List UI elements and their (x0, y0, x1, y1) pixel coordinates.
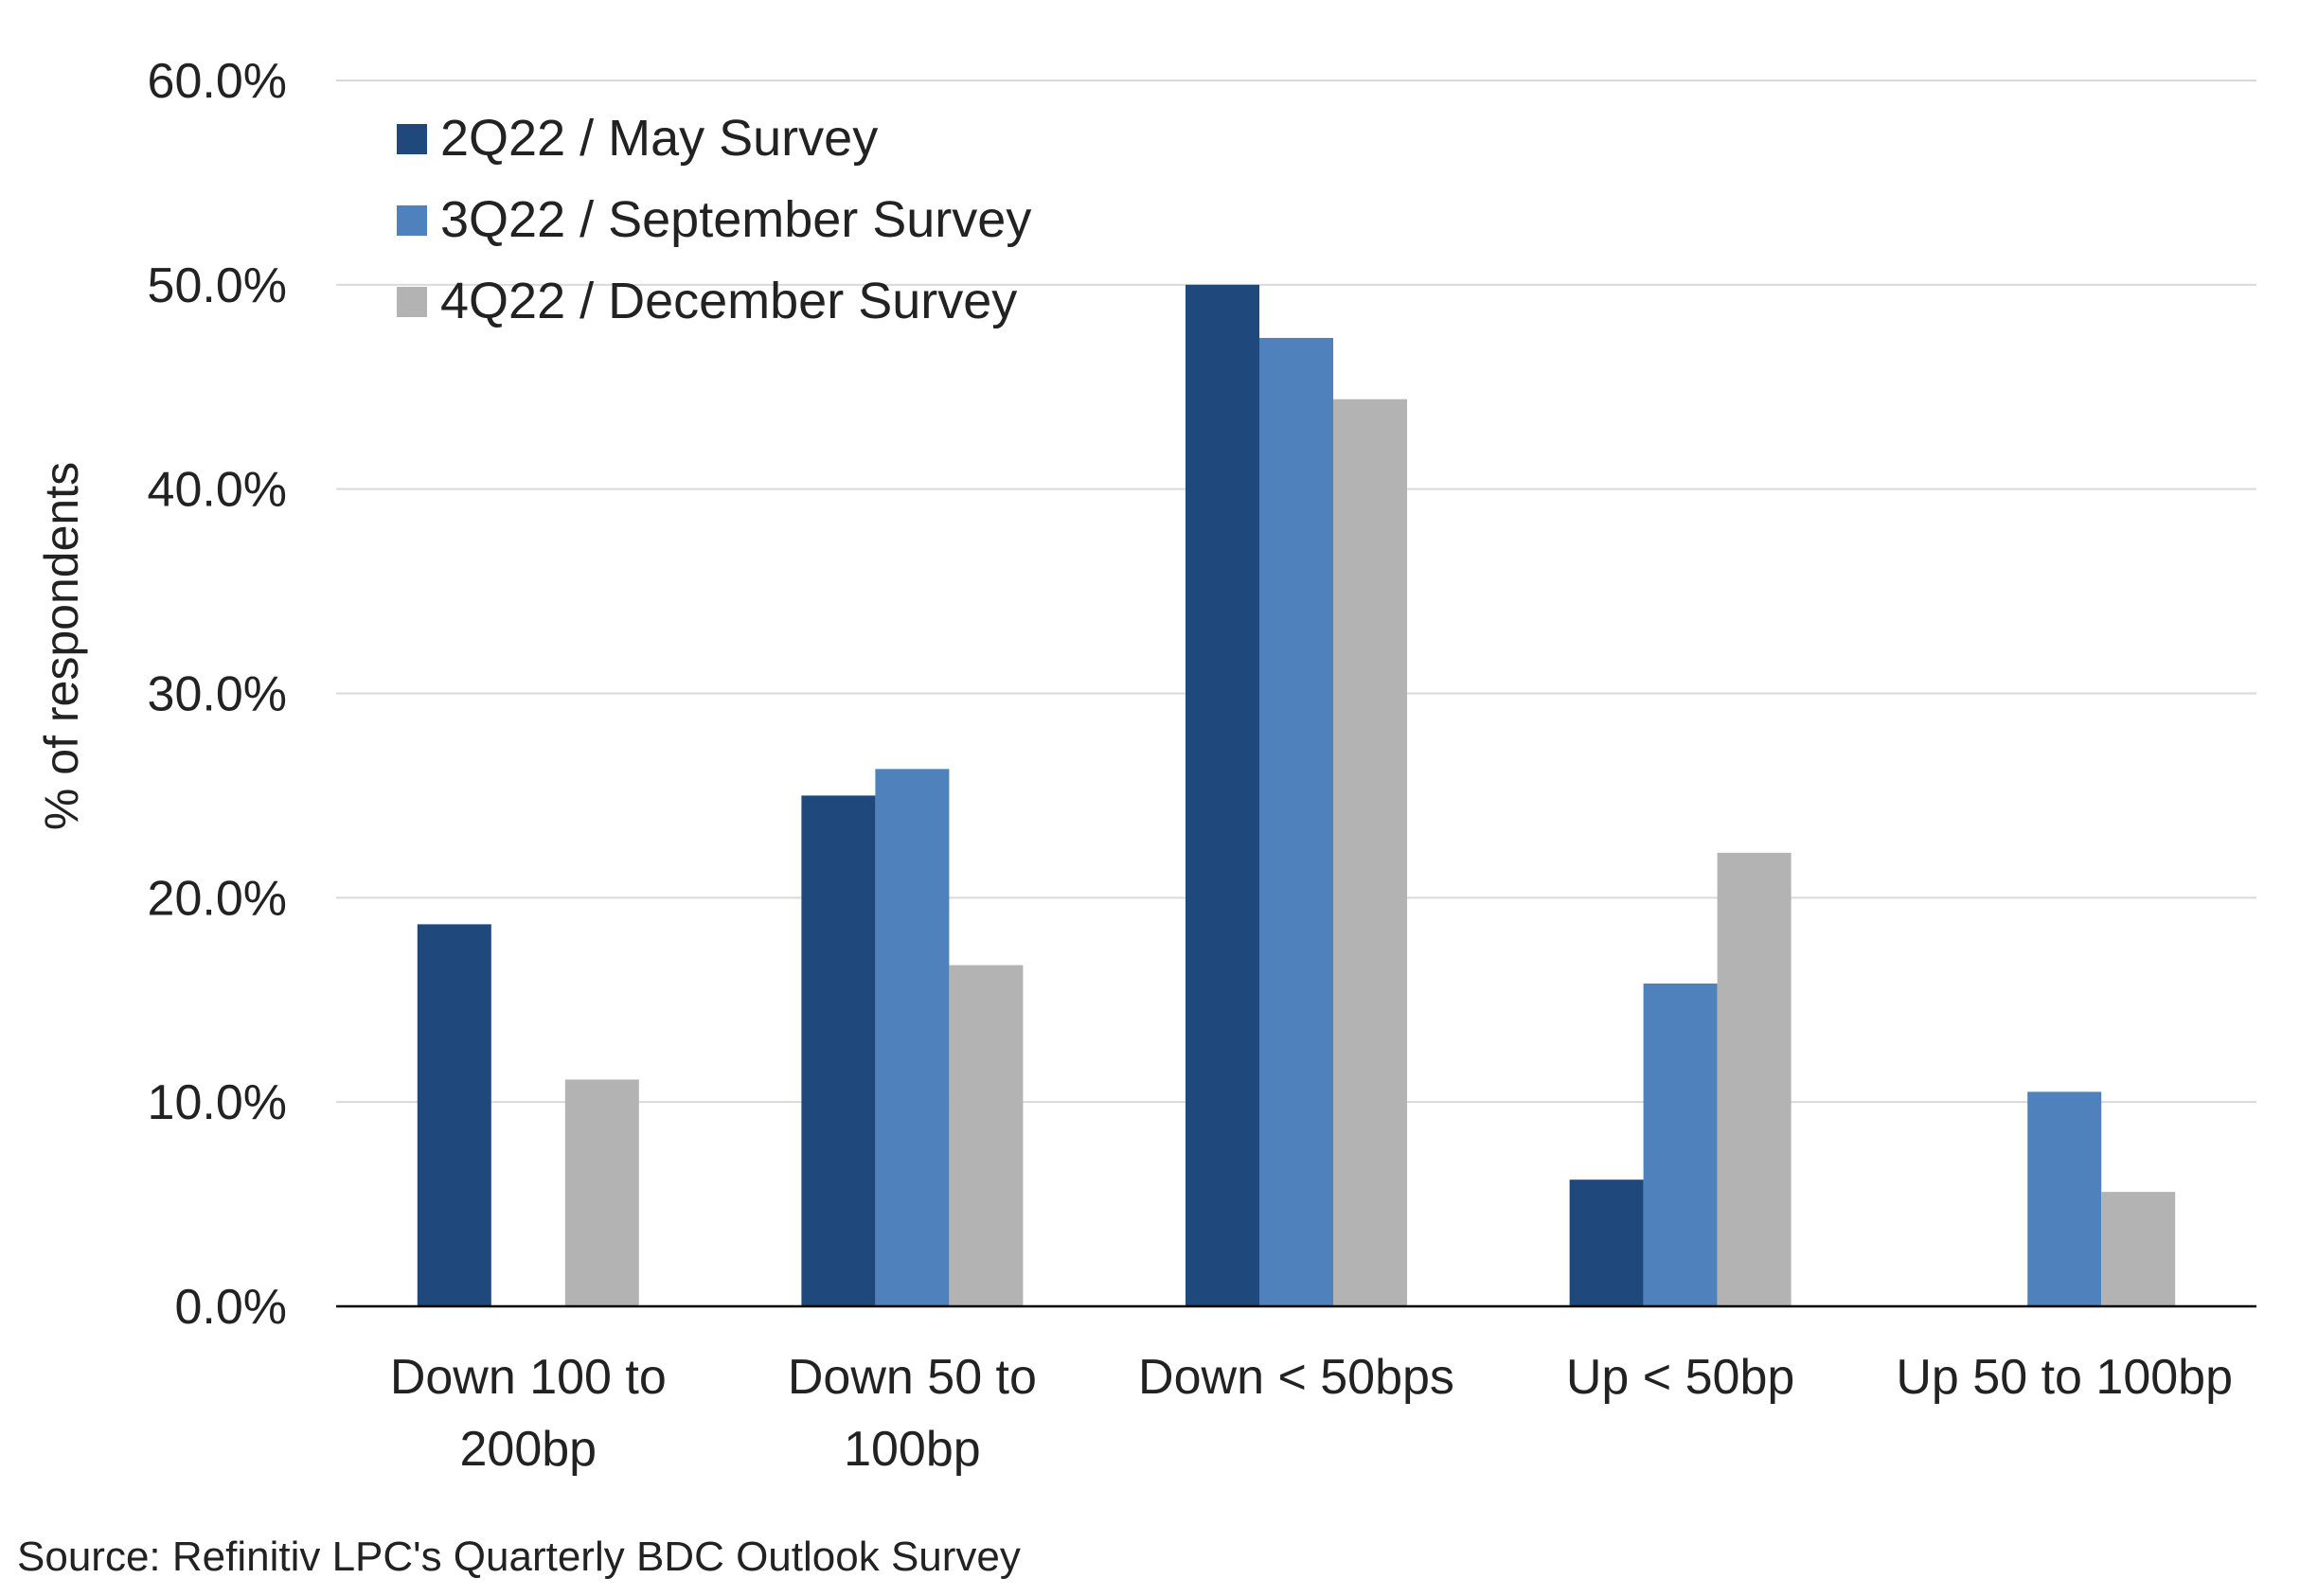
legend-swatch (397, 205, 427, 236)
y-tick-label: 40.0% (148, 463, 287, 518)
y-tick-label: 50.0% (148, 258, 287, 313)
bar (1569, 1179, 1644, 1306)
x-tick-label: 100bp (844, 1422, 981, 1477)
bar (1259, 337, 1333, 1306)
bar (1643, 983, 1718, 1306)
bars (417, 284, 2176, 1306)
x-tick-label: Up < 50bp (1566, 1350, 1794, 1405)
legend-label: 4Q22 / December Survey (440, 273, 1017, 329)
y-axis-title: % of respondents (35, 462, 88, 830)
bar (2101, 1192, 2176, 1306)
source-note: Source: Refinitiv LPC's Quarterly BDC Ou… (17, 1534, 1021, 1580)
x-tick-label: Up 50 to 100bp (1896, 1350, 2233, 1405)
bar (801, 795, 876, 1306)
legend-swatch (397, 287, 427, 317)
y-tick-label: 30.0% (148, 667, 287, 722)
x-tick-label: Down 50 to (788, 1350, 1037, 1405)
y-tick-label: 10.0% (148, 1075, 287, 1130)
x-tick-label: 200bp (459, 1422, 597, 1477)
y-tick-label: 20.0% (148, 871, 287, 926)
bar (1717, 852, 1792, 1306)
legend-label: 3Q22 / September Survey (440, 191, 1031, 248)
bar (417, 924, 491, 1306)
legend: 2Q22 / May Survey 3Q22 / September Survey… (397, 110, 1031, 329)
y-tick-label: 60.0% (148, 54, 287, 109)
bar (1186, 284, 1259, 1306)
bar (564, 1079, 639, 1306)
y-tick-label: 0.0% (174, 1280, 287, 1335)
x-tick-label: Down < 50bps (1138, 1350, 1454, 1405)
x-tick-label: Down 100 to (390, 1350, 667, 1405)
bar (875, 769, 950, 1306)
bar (2027, 1091, 2102, 1306)
legend-label: 2Q22 / May Survey (440, 110, 878, 167)
bar (1333, 399, 1407, 1306)
axes: 0.0% 10.0% 20.0% 30.0% 40.0% 50.0% 60.0% Down 1… (148, 54, 2256, 1477)
bar (949, 965, 1024, 1306)
legend-swatch (397, 124, 427, 154)
